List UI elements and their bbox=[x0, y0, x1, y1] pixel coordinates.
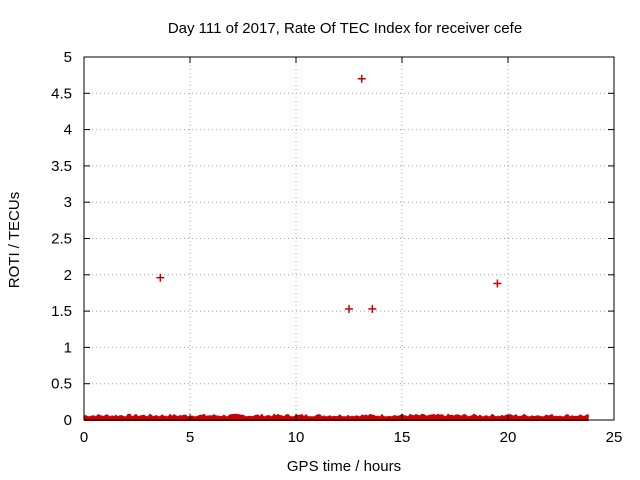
x-axis-ticks: 0 5 10 15 20 25 bbox=[80, 57, 623, 446]
y-axis-ticks: 0 0.5 1 1.5 2 2.5 3 3.5 4 4.5 5 bbox=[51, 49, 614, 429]
y-tick-label: 4 bbox=[64, 122, 72, 139]
data-point bbox=[345, 304, 353, 313]
y-axis-label: ROTI / TECUs bbox=[6, 192, 23, 288]
data-point bbox=[156, 273, 165, 282]
y-tick-label: 2 bbox=[64, 267, 72, 284]
x-tick-label: 25 bbox=[606, 429, 623, 446]
y-tick-label: 1.5 bbox=[51, 303, 72, 320]
chart-title: Day 111 of 2017, Rate Of TEC Index for r… bbox=[168, 20, 522, 37]
y-tick-label: 3.5 bbox=[51, 158, 72, 175]
y-tick-label: 5 bbox=[64, 49, 72, 66]
y-tick-label: 2.5 bbox=[51, 231, 72, 248]
x-tick-label: 20 bbox=[500, 429, 517, 446]
x-tick-label: 0 bbox=[80, 429, 88, 446]
x-tick-label: 5 bbox=[186, 429, 194, 446]
x-axis-label: GPS time / hours bbox=[287, 458, 401, 475]
data-point bbox=[493, 279, 502, 288]
y-tick-label: 3 bbox=[64, 194, 72, 211]
grid bbox=[84, 57, 614, 420]
data-point bbox=[357, 74, 366, 83]
data-layer bbox=[83, 74, 590, 421]
x-tick-label: 10 bbox=[288, 429, 305, 446]
x-tick-label: 15 bbox=[394, 429, 411, 446]
data-point bbox=[368, 304, 377, 313]
y-tick-label: 4.5 bbox=[51, 85, 72, 102]
roti-baseline-band bbox=[84, 416, 589, 421]
roti-baseline-band-edge bbox=[83, 413, 590, 419]
y-tick-label: 0.5 bbox=[51, 376, 72, 393]
y-tick-label: 1 bbox=[64, 339, 72, 356]
y-tick-label: 0 bbox=[64, 412, 72, 429]
